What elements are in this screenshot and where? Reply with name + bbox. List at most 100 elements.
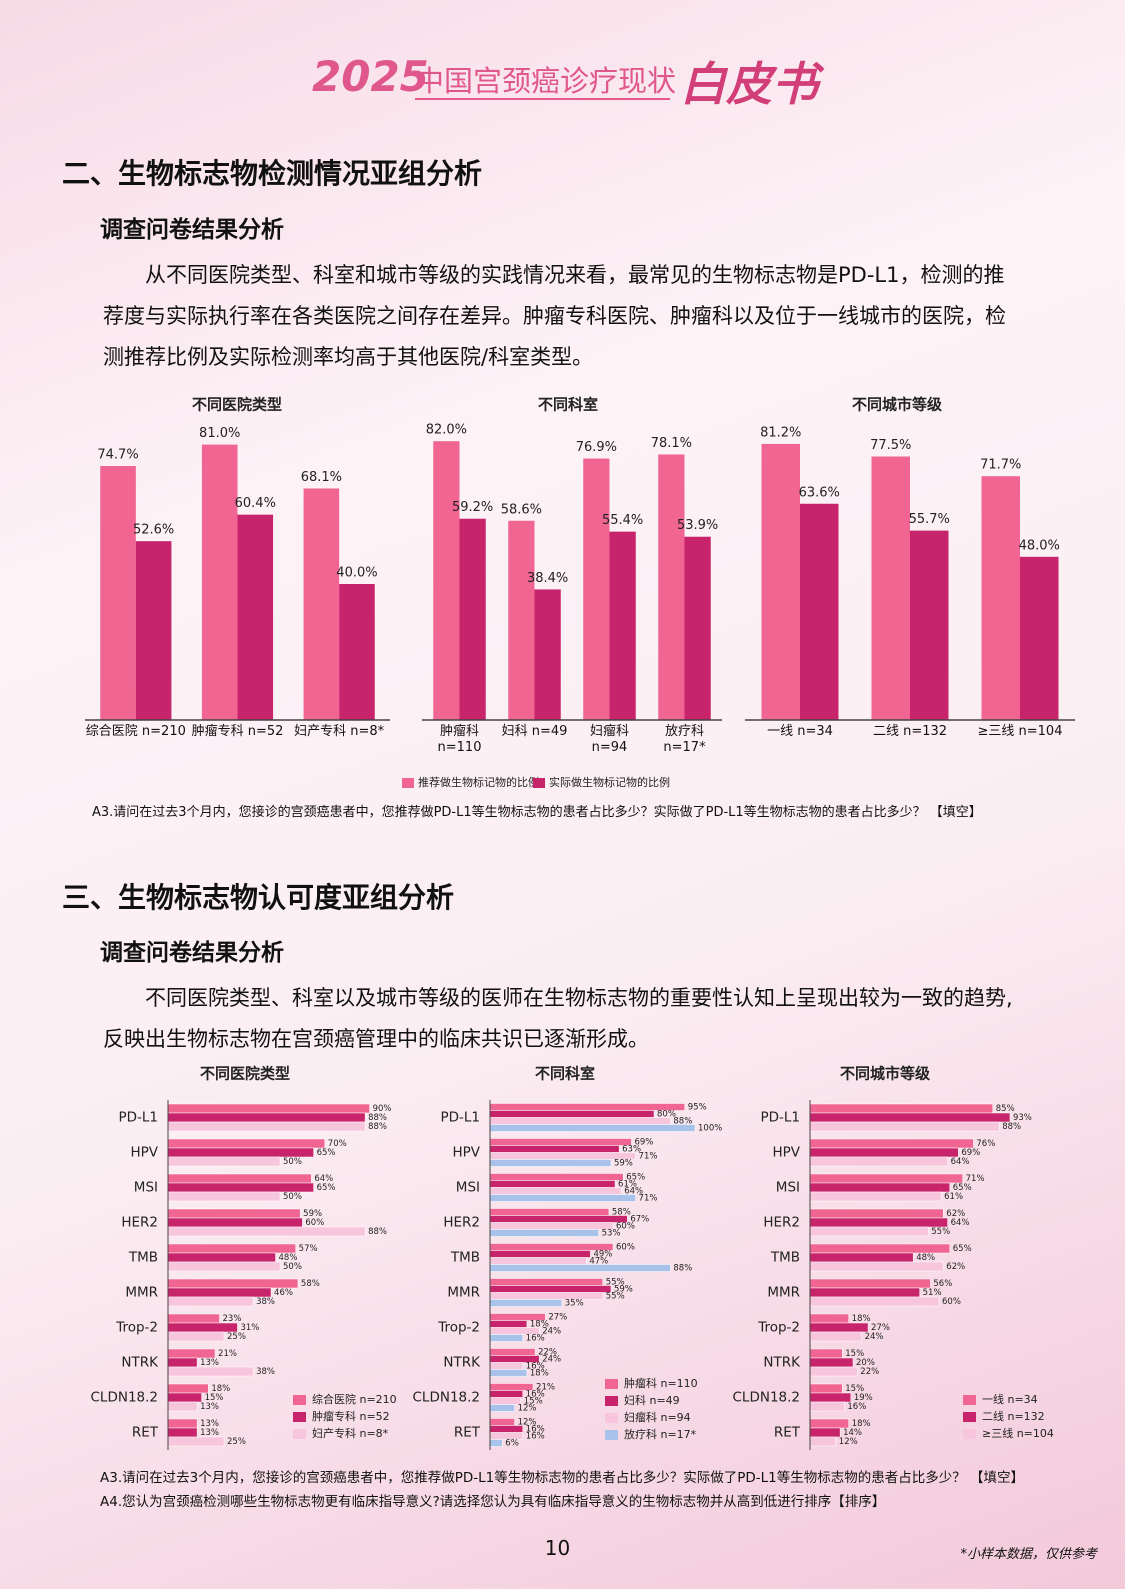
y-tick-label: PD-L1	[440, 1110, 480, 1126]
bar	[489, 1103, 685, 1111]
value-label: 88%	[673, 1117, 692, 1127]
value-label: 71%	[639, 1194, 658, 1204]
value-label: 82.0%	[426, 423, 467, 438]
value-label: 69%	[634, 1138, 653, 1148]
bar	[809, 1103, 993, 1114]
value-label: 47%	[589, 1257, 608, 1267]
value-label: 18%	[852, 1419, 871, 1429]
value-label: 18%	[852, 1314, 871, 1324]
bar	[489, 1250, 591, 1258]
bar	[167, 1278, 299, 1289]
bar	[809, 1418, 849, 1429]
bar	[809, 1217, 948, 1228]
value-label: 40.0%	[336, 566, 377, 581]
y-tick-label: PD-L1	[118, 1110, 158, 1126]
bar	[167, 1147, 314, 1158]
value-label: 56%	[933, 1279, 952, 1289]
bar	[167, 1287, 272, 1298]
bar	[489, 1348, 536, 1356]
value-label: 21%	[218, 1349, 237, 1359]
value-label: 53.9%	[677, 518, 718, 533]
value-label: 55.7%	[909, 512, 950, 527]
value-label: 15%	[205, 1393, 224, 1403]
value-label: 22%	[860, 1367, 879, 1377]
value-label: 88%	[673, 1264, 692, 1274]
value-label: 31%	[240, 1323, 259, 1333]
bar	[809, 1252, 914, 1263]
value-label: 59%	[614, 1159, 633, 1169]
value-label: 16%	[526, 1334, 545, 1344]
value-label: 12%	[518, 1404, 537, 1414]
value-label: 15%	[524, 1397, 543, 1407]
value-label: 64%	[314, 1174, 333, 1184]
bar	[167, 1322, 238, 1333]
bar	[489, 1418, 515, 1426]
value-label: 100%	[698, 1124, 722, 1134]
bar	[167, 1252, 276, 1263]
bar	[167, 1392, 202, 1403]
bar	[800, 503, 839, 720]
bar	[433, 441, 460, 720]
bar	[809, 1401, 845, 1412]
bar	[809, 1261, 944, 1272]
header-year: 2025	[312, 52, 429, 101]
value-label: 51%	[923, 1288, 942, 1298]
value-label: 16%	[526, 1432, 545, 1442]
value-label: 93%	[1013, 1113, 1032, 1123]
bar	[167, 1383, 209, 1394]
value-label: 49%	[593, 1250, 612, 1260]
value-label: 24%	[542, 1327, 561, 1337]
bar	[489, 1145, 620, 1153]
footnote: *小样本数据，仅供参考	[960, 1547, 1097, 1562]
value-label: 88%	[368, 1227, 387, 1237]
value-label: 16%	[526, 1425, 545, 1435]
bar	[809, 1173, 963, 1184]
value-label: 69%	[961, 1148, 980, 1158]
value-label: 60%	[616, 1222, 635, 1232]
legend-swatch	[402, 778, 414, 788]
bar	[609, 531, 636, 720]
x-tick-label: 肿瘤科 n=110	[437, 724, 482, 756]
x-tick-label: 妇产专科 n=8*	[294, 724, 385, 739]
bar	[489, 1194, 636, 1202]
paragraph: 从不同医院类型、科室和城市等级的实践情况来看，最常见的生物标志物是PD-L1，检…	[103, 263, 1006, 369]
bar	[809, 1348, 843, 1359]
value-label: 57%	[299, 1244, 318, 1254]
header-subtitle: 白皮书	[680, 57, 818, 111]
value-label: 13%	[200, 1428, 219, 1438]
value-label: 55%	[606, 1292, 625, 1302]
paragraph: 不同医院类型、科室以及城市等级的医师在生物标志物的重要性认知上呈现出较为一致的趋…	[103, 986, 1013, 1051]
bar	[303, 488, 340, 720]
value-label: 76.9%	[576, 440, 617, 455]
bar	[658, 454, 685, 720]
legend-label: 妇科 n=49	[624, 1393, 680, 1407]
value-label: 50%	[283, 1262, 302, 1272]
value-label: 16%	[526, 1390, 545, 1400]
y-tick-label: PD-L1	[760, 1110, 800, 1126]
bar	[167, 1112, 366, 1123]
y-tick-label: RET	[774, 1425, 801, 1441]
section-title: 二、生物标志物检测情况亚组分析	[62, 157, 483, 190]
value-label: 65%	[317, 1183, 336, 1193]
bar	[809, 1383, 843, 1394]
bar	[489, 1362, 524, 1370]
bar	[339, 584, 375, 720]
legend-label: 二线 n=132	[982, 1409, 1045, 1423]
value-label: 88%	[1002, 1122, 1021, 1132]
bar	[809, 1331, 862, 1342]
value-label: 16%	[526, 1362, 545, 1372]
bar	[809, 1191, 942, 1202]
value-label: 55.4%	[602, 513, 643, 528]
value-label: 64%	[624, 1187, 643, 1197]
x-tick-label: 妇科 n=49	[501, 724, 568, 739]
value-label: 60%	[942, 1297, 961, 1307]
y-tick-label: Trop-2	[757, 1320, 800, 1336]
bar	[135, 541, 172, 720]
value-label: 60.4%	[235, 496, 276, 511]
value-label: 27%	[548, 1313, 567, 1323]
bar	[167, 1182, 314, 1193]
y-tick-label: TMB	[128, 1250, 158, 1266]
bar	[684, 536, 711, 720]
value-label: 38%	[256, 1367, 275, 1377]
y-tick-label: CLDN18.2	[413, 1390, 481, 1406]
